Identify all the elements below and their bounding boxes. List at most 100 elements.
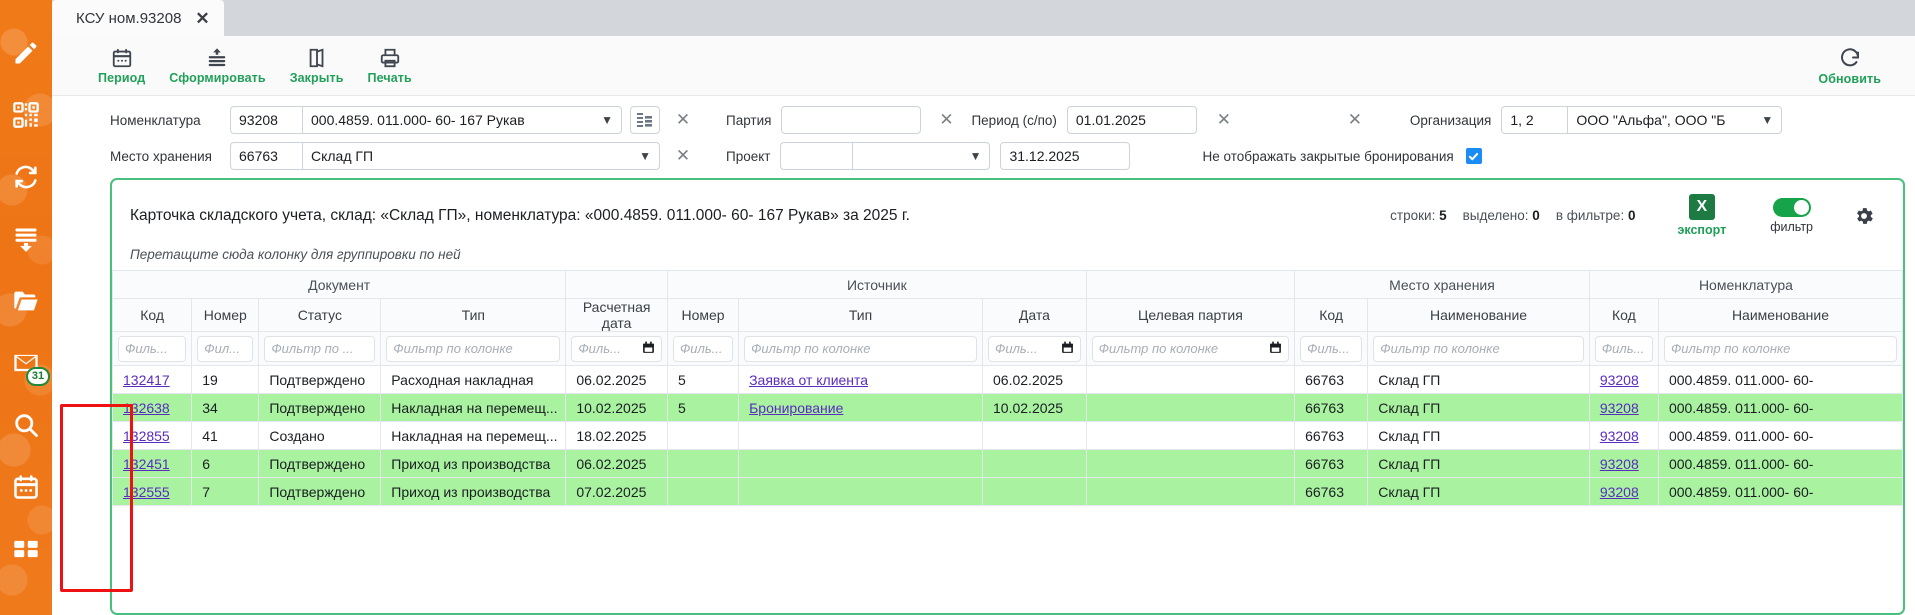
- cell-nom_code[interactable]: 93208: [1588, 421, 1659, 450]
- column-header-doc_number[interactable]: Номер: [191, 298, 260, 332]
- cell-target_batch: [1085, 477, 1296, 506]
- link-src_type[interactable]: Бронирование: [749, 399, 844, 416]
- column-header-calc_date[interactable]: Расчетная дата: [565, 298, 668, 332]
- column-header-doc_type[interactable]: Тип: [380, 298, 567, 332]
- column-header-src_type[interactable]: Тип: [738, 298, 984, 332]
- cell-nom_code[interactable]: 93208: [1588, 449, 1659, 478]
- column-filter-input-calc_date[interactable]: Филь...: [571, 335, 662, 362]
- close-button[interactable]: Закрыть: [278, 47, 356, 85]
- column-filter-input-doc_type[interactable]: Фильтр по колонке: [386, 335, 561, 362]
- column-header-store_code[interactable]: Код: [1294, 298, 1369, 332]
- period-from-clear-icon[interactable]: ✕: [1216, 110, 1232, 129]
- column-filter-input-store_code[interactable]: Филь...: [1300, 335, 1363, 362]
- column-filter-input-doc_code[interactable]: Филь...: [118, 335, 187, 362]
- period-to-input[interactable]: 31.12.2025: [1000, 142, 1131, 170]
- storage-value-select[interactable]: Склад ГП ▼: [302, 142, 660, 170]
- left-sidebar: 31: [0, 0, 52, 615]
- cell-src_type[interactable]: Заявка от клиента: [738, 365, 984, 394]
- column-header-src_number[interactable]: Номер: [666, 298, 740, 332]
- pencil-icon[interactable]: [0, 22, 52, 84]
- column-header-nom_code[interactable]: Код: [1588, 298, 1659, 332]
- column-header-target_batch[interactable]: Целевая партия: [1085, 298, 1296, 332]
- column-header-doc_status[interactable]: Статус: [258, 298, 382, 332]
- batch-clear-icon[interactable]: ✕: [939, 110, 954, 129]
- refresh-sync-icon[interactable]: [0, 146, 52, 208]
- refresh-button[interactable]: Обновить: [1806, 46, 1893, 86]
- column-filter-placeholder: Фильтр по колонке: [1098, 341, 1219, 356]
- column-header-src_date[interactable]: Дата: [982, 298, 1087, 332]
- tab-ksu[interactable]: КСУ ном.93208 ✕: [52, 0, 224, 36]
- link-nom_code[interactable]: 93208: [1599, 371, 1639, 388]
- period-button[interactable]: Период: [86, 47, 157, 85]
- nomenclature-value-select[interactable]: 000.4859. 011.000- 60- 167 Рукав ▼: [302, 106, 622, 134]
- column-header-nom_name[interactable]: Наименование: [1657, 298, 1903, 332]
- qr-code-icon[interactable]: [0, 84, 52, 146]
- calendar-icon[interactable]: [642, 341, 655, 357]
- cell-src_type[interactable]: Бронирование: [738, 393, 984, 422]
- column-header-doc_code[interactable]: Код: [112, 298, 193, 332]
- export-button[interactable]: X экспорт: [1667, 194, 1736, 237]
- link-doc_code[interactable]: 132638: [123, 399, 170, 416]
- calendar-icon[interactable]: [1269, 341, 1282, 357]
- storage-code-input[interactable]: 66763: [230, 142, 302, 170]
- search-icon[interactable]: [0, 394, 52, 456]
- folder-icon[interactable]: [0, 270, 52, 332]
- storage-clear-icon[interactable]: ✕: [675, 146, 691, 165]
- project-value-select[interactable]: ▼: [852, 142, 991, 170]
- cell-doc_code[interactable]: 132451: [112, 449, 193, 478]
- organization-value-select[interactable]: ООО "Альфа", ООО "Б ▼: [1567, 106, 1783, 134]
- close-icon[interactable]: ✕: [195, 8, 210, 28]
- generate-button[interactable]: Сформировать: [157, 47, 277, 85]
- toggle-on-icon[interactable]: [1772, 197, 1811, 217]
- filter-toggle[interactable]: фильтр: [1760, 197, 1823, 234]
- cell-doc_code[interactable]: 132417: [112, 365, 193, 394]
- mail-icon[interactable]: 31: [0, 332, 52, 394]
- cell-doc_code[interactable]: 132555: [112, 477, 193, 506]
- column-header-store_name[interactable]: Наименование: [1367, 298, 1590, 332]
- column-filter-input-target_batch[interactable]: Фильтр по колонке: [1091, 335, 1290, 362]
- table-row[interactable]: 132555 7 Подтверждено Приход из производств…: [112, 477, 1903, 506]
- table-row[interactable]: 132451 6 Подтверждено Приход из производств…: [112, 449, 1903, 478]
- link-nom_code[interactable]: 93208: [1599, 427, 1639, 444]
- gear-icon[interactable]: [1833, 205, 1887, 227]
- calendar-icon[interactable]: [1061, 341, 1074, 357]
- column-filter-input-nom_name[interactable]: Фильтр по колонке: [1663, 335, 1897, 362]
- calendar-icon[interactable]: [0, 456, 52, 518]
- link-doc_code[interactable]: 132855: [123, 427, 170, 444]
- cell-nom_code[interactable]: 93208: [1588, 477, 1659, 506]
- group-hint[interactable]: Перетащите сюда колонку для группировки …: [130, 247, 461, 262]
- link-doc_code[interactable]: 132451: [123, 455, 170, 472]
- column-filter-input-doc_number[interactable]: Фил...: [197, 335, 254, 362]
- column-filter-input-src_number[interactable]: Филь...: [672, 335, 734, 362]
- grid-icon[interactable]: [0, 518, 52, 580]
- table-row[interactable]: 132417 19 Подтверждено Расходная накладная 0…: [112, 365, 1903, 394]
- batch-input[interactable]: [781, 106, 922, 134]
- column-filter-input-store_name[interactable]: Фильтр по колонке: [1373, 335, 1584, 362]
- link-nom_code[interactable]: 93208: [1599, 455, 1639, 472]
- inbox-download-icon[interactable]: [0, 208, 52, 270]
- cell-doc_code[interactable]: 132638: [112, 393, 193, 422]
- link-nom_code[interactable]: 93208: [1599, 399, 1639, 416]
- link-doc_code[interactable]: 132555: [123, 483, 170, 500]
- cell-nom_code[interactable]: 93208: [1588, 393, 1659, 422]
- cell-doc_code[interactable]: 132855: [112, 421, 193, 450]
- link-nom_code[interactable]: 93208: [1599, 483, 1639, 500]
- link-src_type[interactable]: Заявка от клиента: [749, 371, 869, 388]
- hide-closed-checkbox[interactable]: [1465, 148, 1482, 164]
- period-to-clear-icon[interactable]: ✕: [1347, 110, 1363, 129]
- nomenclature-clear-icon[interactable]: ✕: [675, 110, 691, 129]
- table-row[interactable]: 132855 41 Создано Накладная на перемещ... 18…: [112, 421, 1903, 450]
- link-doc_code[interactable]: 132417: [123, 371, 170, 388]
- tree-select-icon[interactable]: [630, 106, 660, 134]
- column-filter-input-doc_status[interactable]: Фильтр по ...: [264, 335, 376, 362]
- column-filter-input-src_type[interactable]: Фильтр по колонке: [744, 335, 978, 362]
- nomenclature-code-input[interactable]: 93208: [230, 106, 302, 134]
- column-filter-input-src_date[interactable]: Филь...: [988, 335, 1081, 362]
- print-button[interactable]: Печать: [356, 47, 424, 85]
- table-row[interactable]: 132638 34 Подтверждено Накладная на перемещ…: [112, 393, 1903, 422]
- column-filter-input-nom_code[interactable]: Филь...: [1594, 335, 1653, 362]
- cell-nom_code[interactable]: 93208: [1588, 365, 1659, 394]
- period-from-input[interactable]: 01.01.2025: [1066, 106, 1197, 134]
- organization-code-input[interactable]: 1, 2: [1501, 106, 1568, 134]
- project-code-input[interactable]: [780, 142, 853, 170]
